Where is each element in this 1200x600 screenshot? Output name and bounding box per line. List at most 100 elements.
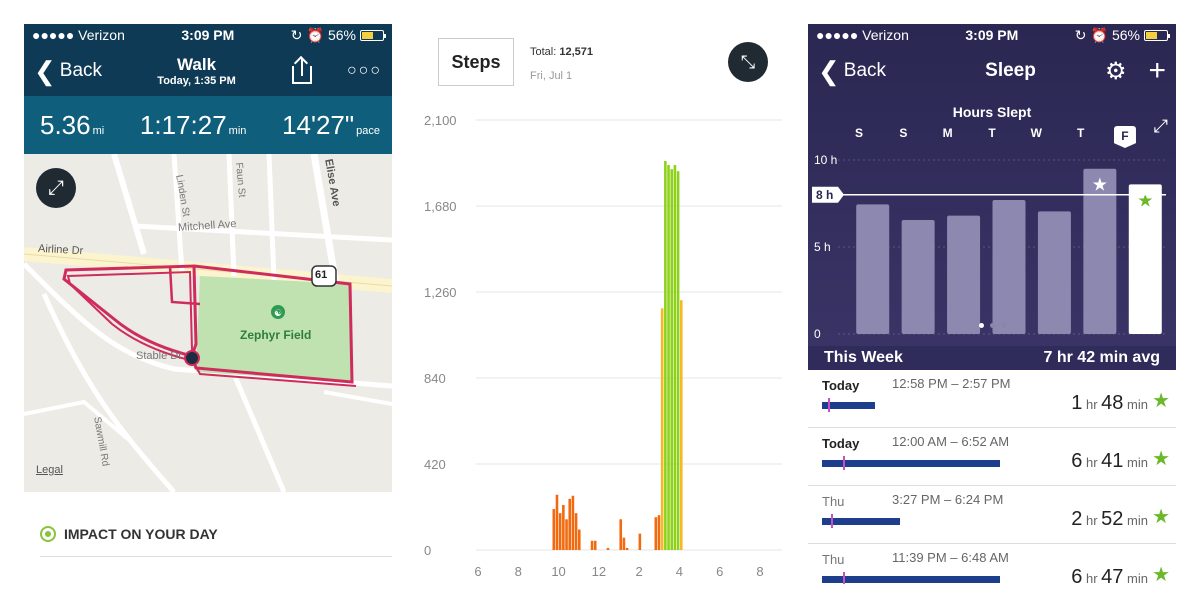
x-tick-label: 8 — [756, 564, 763, 579]
battery-label: 56% — [1111, 27, 1140, 43]
step-bar — [619, 519, 623, 550]
total-steps: Total: 12,571 — [530, 46, 593, 58]
y-tick-label: 2,100 — [424, 113, 457, 128]
battery-label: 56% — [327, 27, 356, 43]
weekday-label[interactable]: F — [1113, 126, 1136, 148]
y-tick-label: 0 — [814, 327, 821, 341]
battery-fill — [362, 31, 373, 39]
expand-icon[interactable]: ⤢ — [1153, 116, 1168, 136]
sleep-log-row[interactable]: Today 12:00 AM – 6:52 AM 6 hr 41 min ★ — [808, 428, 1176, 486]
chart-title: Hours Slept — [952, 104, 1032, 120]
more-options-icon[interactable]: ○○○ — [347, 62, 382, 79]
step-bar — [638, 533, 642, 550]
restless-marker — [831, 514, 833, 528]
sleep-header: ●●●●● Verizon 3:09 PM ↻ ⏰ 56% ❮ Back Sle… — [808, 24, 1176, 346]
chevron-left-icon: ❮ — [818, 56, 840, 86]
street-label: Airline Dr — [37, 242, 84, 258]
steps-date: Fri, Jul 1 — [530, 70, 573, 82]
duration-stat: 1:17:27 min — [139, 109, 247, 140]
carrier-label: ●●●●● Verizon — [816, 27, 909, 43]
hours-slept-chart: 10 h 5 h 0 ★ ★ 8 h Hours Slept S S M T W T F ⤢ — [808, 96, 1176, 346]
back-button[interactable]: ❮ Back — [34, 58, 102, 84]
sleep-log-row[interactable]: Today 12:58 PM – 2:57 PM 1 hr 48 min ★ — [808, 370, 1176, 428]
sleep-duration: 1 hr 48 min — [1071, 392, 1148, 414]
back-button[interactable]: ❮ Back — [818, 58, 886, 84]
goal-star-icon: ★ — [1152, 390, 1170, 412]
status-bar: ●●●●● Verizon 3:09 PM ↻ ⏰ 56% — [808, 24, 1176, 46]
week-summary: This Week 7 hr 42 min avg — [808, 346, 1176, 370]
y-tick-label: 0 — [424, 543, 431, 558]
alarm-icon: ⏰ — [306, 26, 324, 43]
gear-icon[interactable]: ⚙ — [1104, 57, 1127, 85]
weekday-label[interactable]: M — [942, 126, 953, 140]
battery-icon — [360, 29, 386, 41]
expand-map-button[interactable]: ⤢ — [36, 168, 76, 208]
goal-star-icon: ★ — [1092, 175, 1108, 196]
x-tick-label: 8 — [515, 564, 522, 579]
back-label: Back — [59, 60, 103, 81]
page-dot[interactable] — [978, 323, 984, 328]
sleep-screen: ●●●●● Verizon 3:09 PM ↻ ⏰ 56% ❮ Back Sle… — [808, 24, 1176, 584]
week-label: This Week — [824, 349, 903, 366]
add-icon[interactable]: + — [1148, 54, 1166, 87]
sleep-bar — [901, 220, 935, 334]
sleep-duration: 6 hr 47 min — [1071, 566, 1148, 584]
sleep-bar — [1128, 184, 1162, 334]
weekday-label[interactable]: S — [854, 126, 863, 140]
collapse-button[interactable]: ⤡ — [728, 42, 768, 82]
week-average: 7 hr 42 min avg — [1043, 349, 1161, 366]
sleep-chart-canvas: 10 h 5 h 0 ★ ★ 8 h — [812, 153, 1166, 341]
step-bar — [664, 160, 667, 550]
sleep-duration: 6 hr 41 min — [1071, 450, 1148, 472]
walk-title: Walk Today, 1:35 PM — [157, 55, 235, 87]
step-bar — [622, 537, 626, 550]
sleep-log-row[interactable]: Thu 11:39 PM – 6:48 AM 6 hr 47 min ★ — [808, 544, 1176, 584]
step-bar — [571, 495, 575, 550]
route-map[interactable]: ☯ 61 Zephyr Field Airline Dr Mitchell Av… — [24, 154, 392, 492]
sleep-day: Today — [822, 436, 860, 451]
step-bar — [676, 171, 680, 550]
legal-link[interactable]: Legal — [36, 464, 63, 476]
weekday-label[interactable]: T — [988, 126, 996, 140]
sleep-navbar: ❮ Back Sleep ⚙ + — [808, 46, 1176, 96]
page-subtitle: Today, 1:35 PM — [157, 75, 236, 87]
y-tick-label: 840 — [424, 371, 446, 386]
weekday-label[interactable]: T — [1076, 126, 1085, 140]
x-tick-label: 12 — [592, 564, 606, 579]
page-dot[interactable] — [989, 323, 995, 328]
restless-marker — [843, 572, 845, 584]
y-tick-label: 5 h — [814, 240, 831, 254]
pace-stat: 14'27" pace — [282, 109, 380, 140]
x-tick-label: 4 — [676, 564, 683, 579]
sleep-duration: 2 hr 52 min — [1071, 508, 1148, 530]
step-bar — [590, 540, 594, 550]
goal-star-icon: ★ — [1152, 448, 1170, 470]
park-label: Zephyr Field — [240, 328, 312, 342]
sleep-time-range: 3:27 PM – 6:24 PM — [892, 492, 1004, 507]
step-bar — [558, 513, 562, 550]
goal-flag — [812, 186, 844, 203]
goal-label: 8 h — [816, 188, 833, 202]
metric-selector-button[interactable]: Steps — [438, 38, 514, 86]
status-bar: ●●●●● Verizon 3:09 PM ↻ ⏰ 56% — [24, 24, 392, 46]
share-icon[interactable] — [291, 55, 313, 85]
street-label: Stable Dr — [136, 350, 182, 362]
page-dot[interactable] — [1000, 323, 1006, 328]
weekday-label[interactable]: W — [1030, 126, 1042, 140]
goal-star-icon: ★ — [1152, 564, 1170, 584]
weekday-label[interactable]: S — [899, 126, 908, 140]
battery-icon — [1144, 29, 1170, 41]
target-icon — [40, 526, 56, 542]
total-label: Total: — [530, 46, 557, 58]
sleep-timeline-bar — [822, 460, 1000, 467]
step-bar — [680, 300, 683, 550]
step-bar — [606, 547, 610, 550]
lock-rotation-icon: ↻ — [290, 26, 303, 43]
y-tick-label: 1,680 — [424, 199, 457, 214]
step-bar — [552, 509, 556, 550]
distance-stat: 5.36 mi — [40, 109, 105, 140]
x-tick-label: 10 — [551, 564, 565, 579]
sleep-log-row[interactable]: Thu 3:27 PM – 6:24 PM 2 hr 52 min ★ — [808, 486, 1176, 544]
impact-section: IMPACT ON YOUR DAY — [24, 492, 392, 584]
step-bar — [562, 504, 565, 550]
